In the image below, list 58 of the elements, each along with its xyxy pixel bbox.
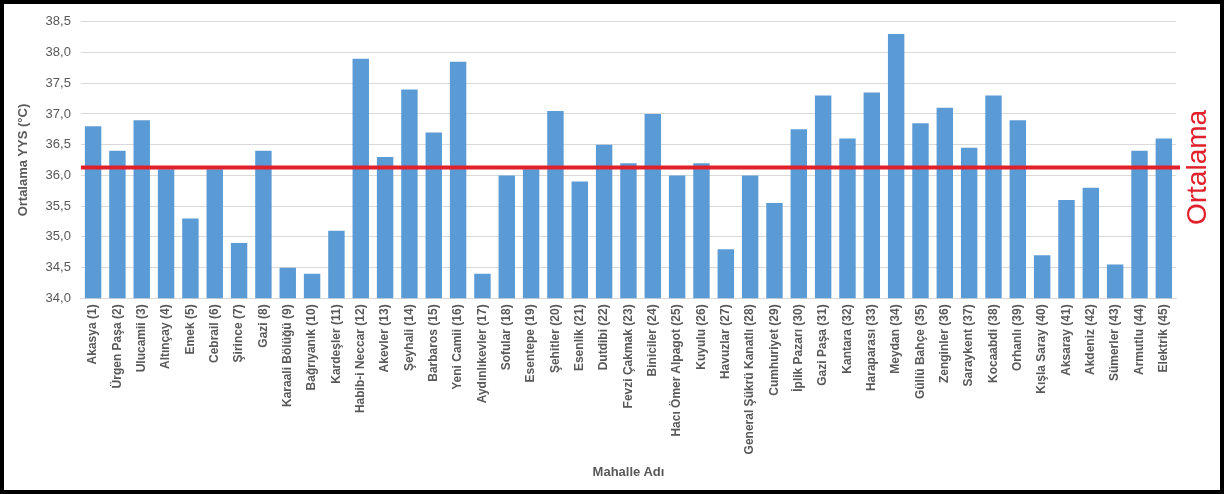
x-tick-label: Cumhuriyet (29) [766,304,781,396]
x-tick-label: Şehitler (20) [547,304,562,374]
y-tick-label: 37,0 [45,105,71,121]
x-tick-label: General Şükrü Kanatlı (28) [742,304,757,455]
x-tick-label: Kardeşler (11) [328,304,343,384]
y-tick-label: 38,5 [45,13,71,29]
x-tick-label: Biniciler (24) [645,304,660,377]
x-tick-label: Güllü Bahçe (35) [912,304,927,400]
x-tick-label: Ulucamii (3) [134,304,149,373]
x-tick-label: Sofular (18) [499,304,514,371]
x-tick-label: Sümerler (43) [1107,304,1122,382]
y-tick-label: 36,0 [45,167,71,183]
x-tick-label: Haraparası (33) [864,304,879,392]
x-tick-label: Dutdibi (22) [596,304,611,371]
y-axis-title: Ortalama YYS (°C) [15,103,31,217]
x-tick-label: Ürgen Paşa (2) [108,304,124,389]
ref-line-label: Ortalama [1180,109,1212,226]
x-tick-label: Emek (5) [182,304,197,355]
y-tick-label: 35,5 [45,197,71,213]
y-tick-label: 34,5 [45,259,71,275]
x-tick-label: Akdeniz (42) [1083,304,1098,376]
x-tick-label: Aydınlıkevler (17) [474,304,489,404]
y-tick-label: 38,0 [45,44,71,60]
x-tick-label: Aksaray (41) [1058,304,1073,376]
x-tick-label: Havuzlar (27) [718,304,733,380]
x-tick-label: Meydan (34) [888,304,903,374]
x-tick-label: Elektrik (45) [1156,304,1171,373]
y-tick-label: 37,5 [45,74,71,90]
x-tick-label: Habib-i Neccar (12) [353,304,368,414]
x-tick-label: Barbaros (15) [426,304,441,382]
x-tick-label: Armutlu (44) [1131,304,1146,376]
y-tick-label: 35,0 [45,228,71,244]
x-tick-label: Şeyhali (14) [401,304,416,372]
x-tick-label: Zenginler (36) [937,304,952,384]
x-tick-label: Hacı Ömer Alpagot (25) [668,304,684,437]
x-tick-label: Bağrıyanık (10) [304,304,319,391]
x-tick-label: Akasya (1) [85,304,100,365]
x-tick-label: Kocaabdi (38) [985,304,1000,384]
x-tick-label: Altınçay (4) [158,304,173,370]
x-axis-title: Mahalle Adı [592,463,665,479]
x-tick-label: Akevler (13) [377,304,392,373]
x-tick-label: Gazi (8) [255,304,270,348]
x-tick-label: Fevzi Çakmak (23) [620,304,635,409]
x-tick-label: Şirince (7) [231,304,246,363]
x-tick-label: Kuyulu (26) [693,304,708,370]
x-tick-label: İplik Pazarı (30) [790,304,806,392]
x-tick-label: Saraykent (37) [961,304,976,387]
x-tick-label: Esentepe (19) [523,304,538,383]
y-tick-label: 36,5 [45,136,71,152]
x-tick-label: Kantara (32) [839,304,854,374]
x-tick-label: Gazi Paşa (31) [815,304,830,386]
x-tick-label: Karaali Bölüğü (9) [280,304,295,408]
y-tick-label: 34,0 [45,289,71,305]
x-tick-label: Esenlik (21) [572,304,587,372]
x-tick-label: Kışla Saray (40) [1034,304,1049,394]
x-tick-label: Orhanlı (39) [1010,304,1025,372]
x-tick-label: Yeni Camii (16) [450,304,465,390]
x-tick-label: Cebrail (6) [207,304,222,364]
